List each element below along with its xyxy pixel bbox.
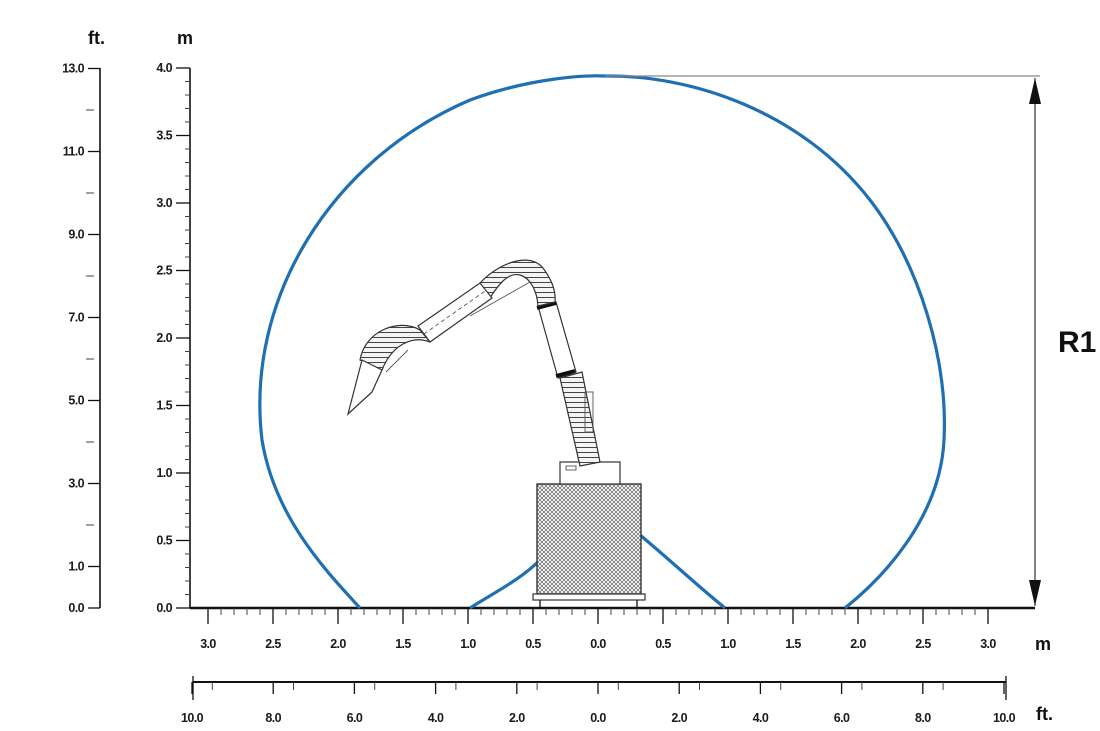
- meters-horizontal-tick-label: 3.0: [980, 637, 996, 651]
- feet-horizontal-tick-label: 2.0: [671, 711, 687, 725]
- feet-vertical-tick-label: 3.0: [68, 477, 84, 491]
- meters-vertical-tick-label: 0.5: [156, 534, 172, 548]
- feet-vertical-unit: ft.: [88, 28, 105, 48]
- r1-dimension: R1: [605, 75, 1096, 606]
- feet-horizontal-tick-label: 8.0: [265, 711, 281, 725]
- meters-vertical-axis: m 4.0 3.5 3.0 2.5 2.0 1.5 1.0 0.5 0.0: [156, 28, 193, 615]
- meters-vertical-tick-label: 1.5: [156, 399, 172, 413]
- feet-horizontal-tick-label: 0.0: [590, 711, 606, 725]
- feet-horizontal-unit: ft.: [1036, 704, 1053, 724]
- elbow-hose: [479, 259, 556, 307]
- meters-horizontal-unit: m: [1035, 634, 1051, 654]
- feet-vertical-tick-label: 7.0: [68, 311, 84, 325]
- feet-vertical-tick-label: 11.0: [63, 145, 85, 159]
- meters-horizontal-tick-label: 2.0: [850, 637, 866, 651]
- meters-horizontal-tick-label: 0.5: [655, 637, 671, 651]
- feet-vertical-axis: ft. 13.0 11.0 9.0 7.0 5.0 3.0 1.0 0.0: [62, 28, 105, 615]
- reach-envelope-left-lobe: [469, 558, 542, 610]
- meters-vertical-tick-label: 0.0: [156, 601, 172, 615]
- meters-vertical-unit: m: [177, 28, 193, 48]
- feet-vertical-tick-label: 1.0: [68, 560, 84, 574]
- meters-horizontal-tick-label: 1.5: [395, 637, 411, 651]
- capture-hood: [346, 359, 383, 416]
- meters-vertical-tick-label: 2.0: [156, 331, 172, 345]
- reach-envelope-right-lobe: [638, 533, 726, 610]
- feet-horizontal-tick-label: 4.0: [753, 711, 769, 725]
- feet-horizontal-tick-label: 10.0: [181, 711, 204, 725]
- feet-horizontal-tick-label: 8.0: [915, 711, 931, 725]
- meters-vertical-tick-label: 3.5: [156, 129, 172, 143]
- filter-cabinet: [536, 483, 642, 595]
- meters-vertical-tick-label: 3.0: [156, 196, 172, 210]
- feet-horizontal-tick-label: 4.0: [428, 711, 444, 725]
- feet-horizontal-tick-label: 10.0: [993, 711, 1016, 725]
- meters-horizontal-tick-label: 1.0: [720, 637, 736, 651]
- feet-vertical-tick-label: 0.0: [68, 601, 84, 615]
- feet-horizontal-tick-label: 6.0: [834, 711, 850, 725]
- meters-horizontal-tick-label: 2.5: [265, 637, 281, 651]
- meters-vertical-tick-label: 4.0: [156, 61, 172, 75]
- meters-vertical-tick-label: 2.5: [156, 264, 172, 278]
- feet-vertical-tick-label: 13.0: [62, 62, 85, 76]
- feet-horizontal-axis: ft. 10.0 8.0 6.0 4.0 2.0 0.0 2.0 4.0 6.0 8.0 10.0: [181, 676, 1053, 725]
- feet-horizontal-tick-label: 6.0: [347, 711, 363, 725]
- r1-label: R1: [1058, 326, 1096, 359]
- lower-hose: [559, 371, 601, 467]
- meters-horizontal-tick-label: 1.5: [785, 637, 801, 651]
- meters-horizontal-tick-label: 0.5: [525, 637, 541, 651]
- meters-horizontal-tick-label: 2.5: [915, 637, 931, 651]
- meters-vertical-tick-label: 1.0: [156, 466, 172, 480]
- extraction-arm-illustration: [346, 259, 646, 608]
- meters-horizontal-tick-label: 2.0: [330, 637, 346, 651]
- meters-horizontal-tick-label: 3.0: [200, 637, 216, 651]
- feet-vertical-tick-label: 5.0: [68, 394, 84, 408]
- front-hose: [359, 324, 432, 371]
- feet-vertical-tick-label: 9.0: [68, 228, 84, 242]
- meters-horizontal-tick-label: 0.0: [590, 637, 606, 651]
- meters-horizontal-axis: m 3.0 2.5 2.0 1.5 1.0 0.5 0.0 0.5 1.0 1.5 2.0 2.5 3.…: [190, 606, 1051, 654]
- meters-horizontal-tick-label: 1.0: [460, 637, 476, 651]
- feet-horizontal-tick-label: 2.0: [509, 711, 525, 725]
